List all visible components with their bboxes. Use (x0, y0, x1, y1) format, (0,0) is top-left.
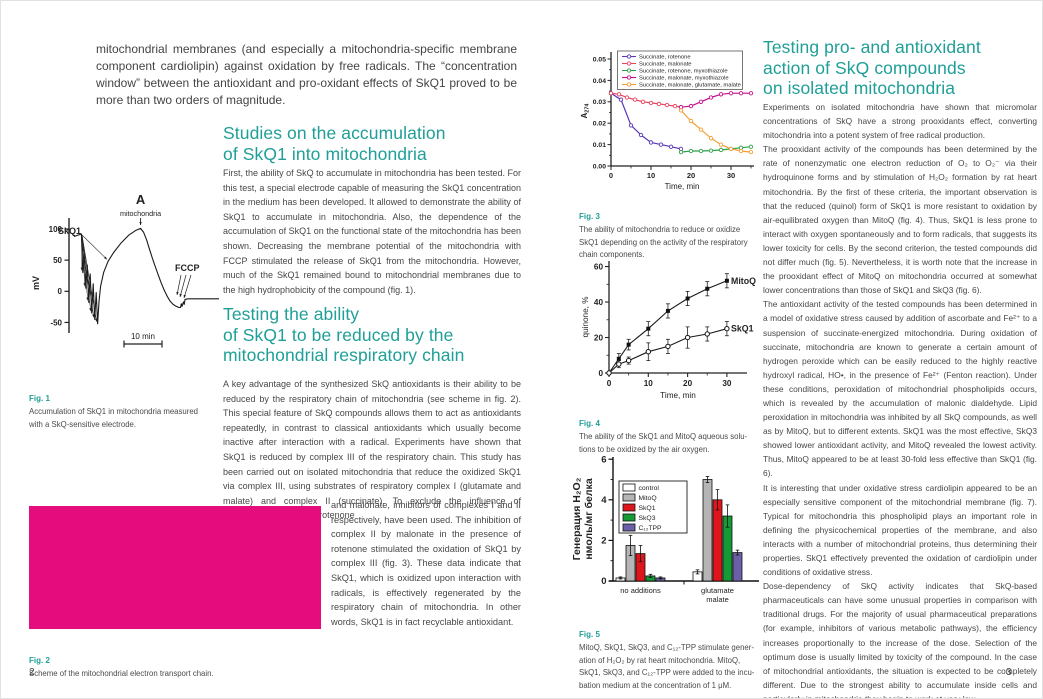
svg-text:0: 0 (607, 379, 612, 388)
svg-text:50: 50 (53, 256, 62, 265)
svg-text:6: 6 (601, 454, 606, 465)
paragraph: Experiments on isolated mitochondria hav… (763, 102, 1037, 141)
page-number-right: 3 (1006, 667, 1012, 678)
fig2-scheme (29, 506, 321, 629)
svg-text:FCCP: FCCP (175, 263, 200, 273)
svg-text:mV: mV (31, 276, 41, 290)
fig5-chart: 0 2 4 6 Генерация H₂O₂ нмоль/мг белка no addit… (573, 454, 759, 604)
svg-text:SkQ1: SkQ1 (58, 226, 81, 236)
svg-text:Succinate, rotenone: Succinate, rotenone (639, 55, 691, 61)
svg-text:mitochondria: mitochondria (120, 209, 161, 218)
svg-text:0: 0 (598, 369, 603, 378)
svg-text:100: 100 (49, 225, 63, 234)
svg-text:10: 10 (647, 171, 655, 180)
fig2-label: Fig. 2 (29, 655, 50, 665)
svg-text:no additions: no additions (620, 586, 661, 595)
svg-text:30: 30 (727, 171, 735, 180)
svg-text:0.01: 0.01 (593, 142, 606, 149)
fig5-label: Fig. 5 (579, 629, 600, 639)
svg-text:4: 4 (601, 495, 607, 506)
fig5-caption: Fig. 5 MitoQ, SkQ1, SkQ3, and C₁₂-TPP sti… (579, 616, 764, 692)
svg-text:20: 20 (687, 171, 695, 180)
svg-text:20: 20 (594, 333, 604, 342)
svg-text:40: 40 (594, 298, 604, 307)
svg-text:A274: A274 (580, 103, 591, 119)
svg-text:Time, min: Time, min (665, 182, 700, 191)
fig3-label: Fig. 3 (579, 211, 600, 221)
fig5-caption-text: MitoQ, SkQ1, SkQ3, and C₁₂-TPP stimulate… (579, 643, 755, 690)
svg-text:Succinate, malonate, glutamate: Succinate, malonate, glutamate, malate (639, 83, 741, 89)
svg-text:0.05: 0.05 (593, 56, 606, 63)
svg-text:MitoQ: MitoQ (731, 276, 756, 286)
fig2-caption: Fig. 2 Scheme of the mitochondrial electr… (29, 642, 319, 681)
svg-text:MitoQ: MitoQ (639, 495, 657, 502)
section-title-pro-antioxidant: Testing pro- and antioxidant action of S… (763, 37, 981, 98)
svg-text:Succinate, malonate, myxothiaz: Succinate, malonate, myxothiazole (639, 76, 729, 82)
svg-text:30: 30 (722, 379, 732, 388)
svg-text:0.00: 0.00 (593, 163, 606, 170)
paragraph: The antioxidant activity of the tested c… (763, 299, 1037, 479)
fig4-chart: 0 20 40 60 0 10 20 30 Time, min quinone, % MitoQ Sk… (581, 261, 756, 400)
fig3-caption-text: The ability of mitochondria to reduce or… (579, 225, 748, 259)
fig1-caption-text: Accumulation of SkQ1 in mitochondria mea… (29, 407, 199, 429)
svg-text:SkQ1: SkQ1 (731, 324, 754, 334)
svg-text:0.04: 0.04 (593, 78, 606, 85)
fig4-caption-text: The ability of the SkQ1 and MitoQ aqueou… (579, 432, 748, 454)
svg-text:нмоль/мг белка: нмоль/мг белка (583, 478, 595, 559)
svg-text:2: 2 (601, 536, 606, 547)
intro-paragraph: mitochondrial membranes (and especially … (96, 42, 517, 107)
svg-text:SkQ1: SkQ1 (639, 505, 656, 512)
svg-text:0: 0 (609, 171, 613, 180)
svg-text:0: 0 (601, 576, 606, 587)
fig1-label: Fig. 1 (29, 393, 50, 403)
svg-text:Time, min: Time, min (660, 391, 696, 400)
page-number-left: 2 (29, 667, 35, 678)
fig1-caption: Fig. 1 Accumulation of SkQ1 in mitochondr… (29, 380, 224, 431)
svg-text:glutamate: glutamate (701, 586, 734, 595)
svg-text:0.03: 0.03 (593, 99, 606, 106)
svg-text:0.02: 0.02 (593, 121, 606, 128)
svg-text:C₁₂TPP: C₁₂TPP (639, 525, 663, 532)
section-title-accumulation: Studies on the accumulation of SkQ1 into… (223, 123, 446, 164)
paragraph: The prooxidant activity of the compounds… (763, 144, 1037, 296)
svg-text:20: 20 (683, 379, 693, 388)
section-title-reduction: Testing the ability of SkQ1 to be reduce… (223, 304, 465, 365)
svg-text:60: 60 (594, 262, 604, 271)
svg-text:control: control (639, 485, 660, 492)
svg-text:0: 0 (58, 287, 63, 296)
svg-text:Генерация H₂O₂: Генерация H₂O₂ (573, 477, 583, 560)
svg-text:malate: malate (706, 595, 729, 604)
svg-text:A: A (136, 192, 146, 207)
fig2-caption-text: Scheme of the mitochondrial electron tra… (29, 669, 214, 678)
svg-text:Succinate, rotenone, myxothiaz: Succinate, rotenone, myxothiazole (639, 69, 728, 75)
svg-text:10 min: 10 min (131, 332, 155, 341)
fig4-caption: Fig. 4 The ability of the SkQ1 and MitoQ … (579, 405, 759, 456)
section-body-accumulation: First, the ability of SkQ to accumulate … (223, 168, 521, 295)
section-body-reduction-wrap: and malonate, inhibitors of complexes I … (331, 500, 521, 627)
right-column-body: Experiments on isolated mitochondria hav… (763, 100, 1037, 699)
fig3-caption: Fig. 3 The ability of mitochondria to red… (579, 198, 759, 262)
fig3-chart: 0.00 0.01 0.02 0.03 0.04 0.05 0 10 20 30 Time, min… (580, 50, 754, 191)
paragraph: It is interesting that under oxidative s… (763, 482, 1037, 578)
paragraph: Dose-dependency of SkQ activity indicate… (763, 581, 1037, 699)
svg-text:SkQ3: SkQ3 (639, 515, 656, 522)
svg-text:10: 10 (644, 379, 654, 388)
svg-text:quinone, %: quinone, % (581, 297, 590, 338)
svg-text:Succinate, malonate: Succinate, malonate (639, 62, 692, 68)
fig4-label: Fig. 4 (579, 418, 600, 428)
svg-text:-50: -50 (50, 318, 62, 327)
